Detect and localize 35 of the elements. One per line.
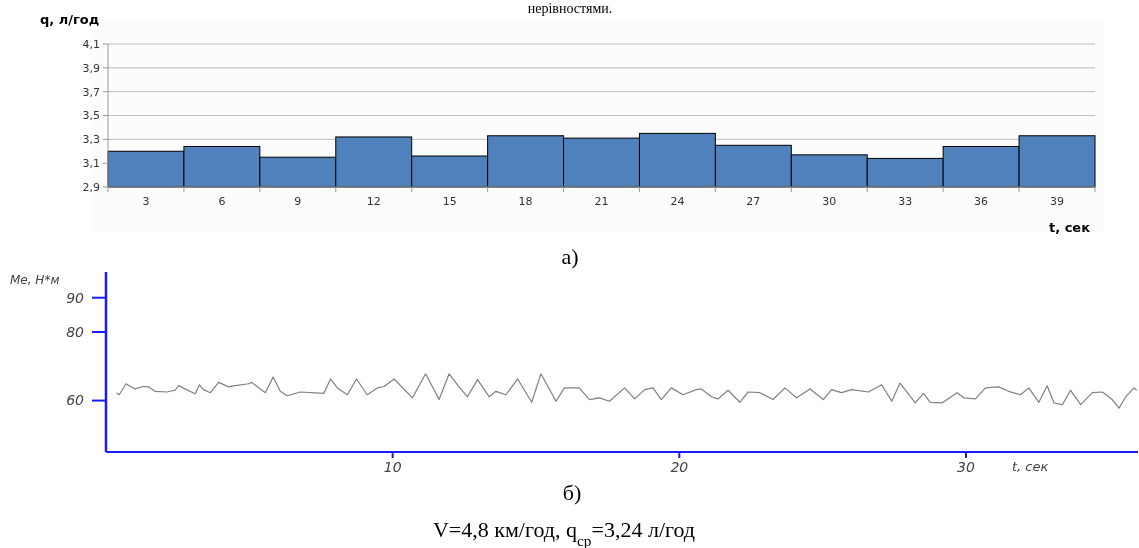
x-tick-label: 3 [142, 195, 150, 208]
y-tick-label: 3,1 [82, 157, 100, 171]
y-tick-label: 3,7 [82, 85, 100, 99]
y-tick-label: 3,5 [82, 109, 100, 123]
y-tick-label: 60 [66, 392, 85, 409]
y-tick-label: 4,1 [82, 37, 100, 51]
text: нерівностями. [527, 1, 613, 16]
x-tick-label: 36 [974, 195, 989, 208]
x-tick-label: 24 [670, 195, 685, 208]
x-tick-label: 39 [1050, 195, 1065, 208]
x-tick-label: 27 [746, 195, 761, 208]
x-axis-title: t, сек [1012, 459, 1049, 474]
line-series [116, 373, 1138, 409]
y-tick-label: 80 [66, 323, 85, 340]
x-tick-label: 9 [294, 195, 302, 208]
y-axis-title: Me, Н*м [10, 273, 60, 287]
x-axis-title: t, сек [1048, 220, 1091, 235]
text: V=4,8 км/год, q$_{ср}$=3,24 л/год [432, 517, 696, 548]
x-tick-label: 10 [383, 459, 402, 475]
y-axis-title: q, л/год [40, 12, 100, 27]
x-tick-label: 33 [898, 195, 913, 208]
y-tick-label: 90 [66, 289, 85, 306]
y-tick-label: 3,9 [82, 61, 100, 75]
text: б) [562, 480, 582, 505]
x-tick-label: 18 [518, 195, 533, 208]
x-tick-label: 15 [442, 195, 457, 208]
x-tick-label: 12 [366, 195, 381, 208]
x-tick-label: 6 [218, 195, 226, 208]
y-tick-label: 3,3 [82, 133, 100, 147]
x-tick-label: 20 [670, 459, 689, 475]
x-tick-label: 30 [957, 459, 975, 475]
y-tick-label: 2,9 [82, 180, 100, 194]
x-tick-label: 30 [822, 195, 837, 208]
text: а) [561, 244, 579, 269]
x-tick-label: 21 [594, 195, 609, 208]
